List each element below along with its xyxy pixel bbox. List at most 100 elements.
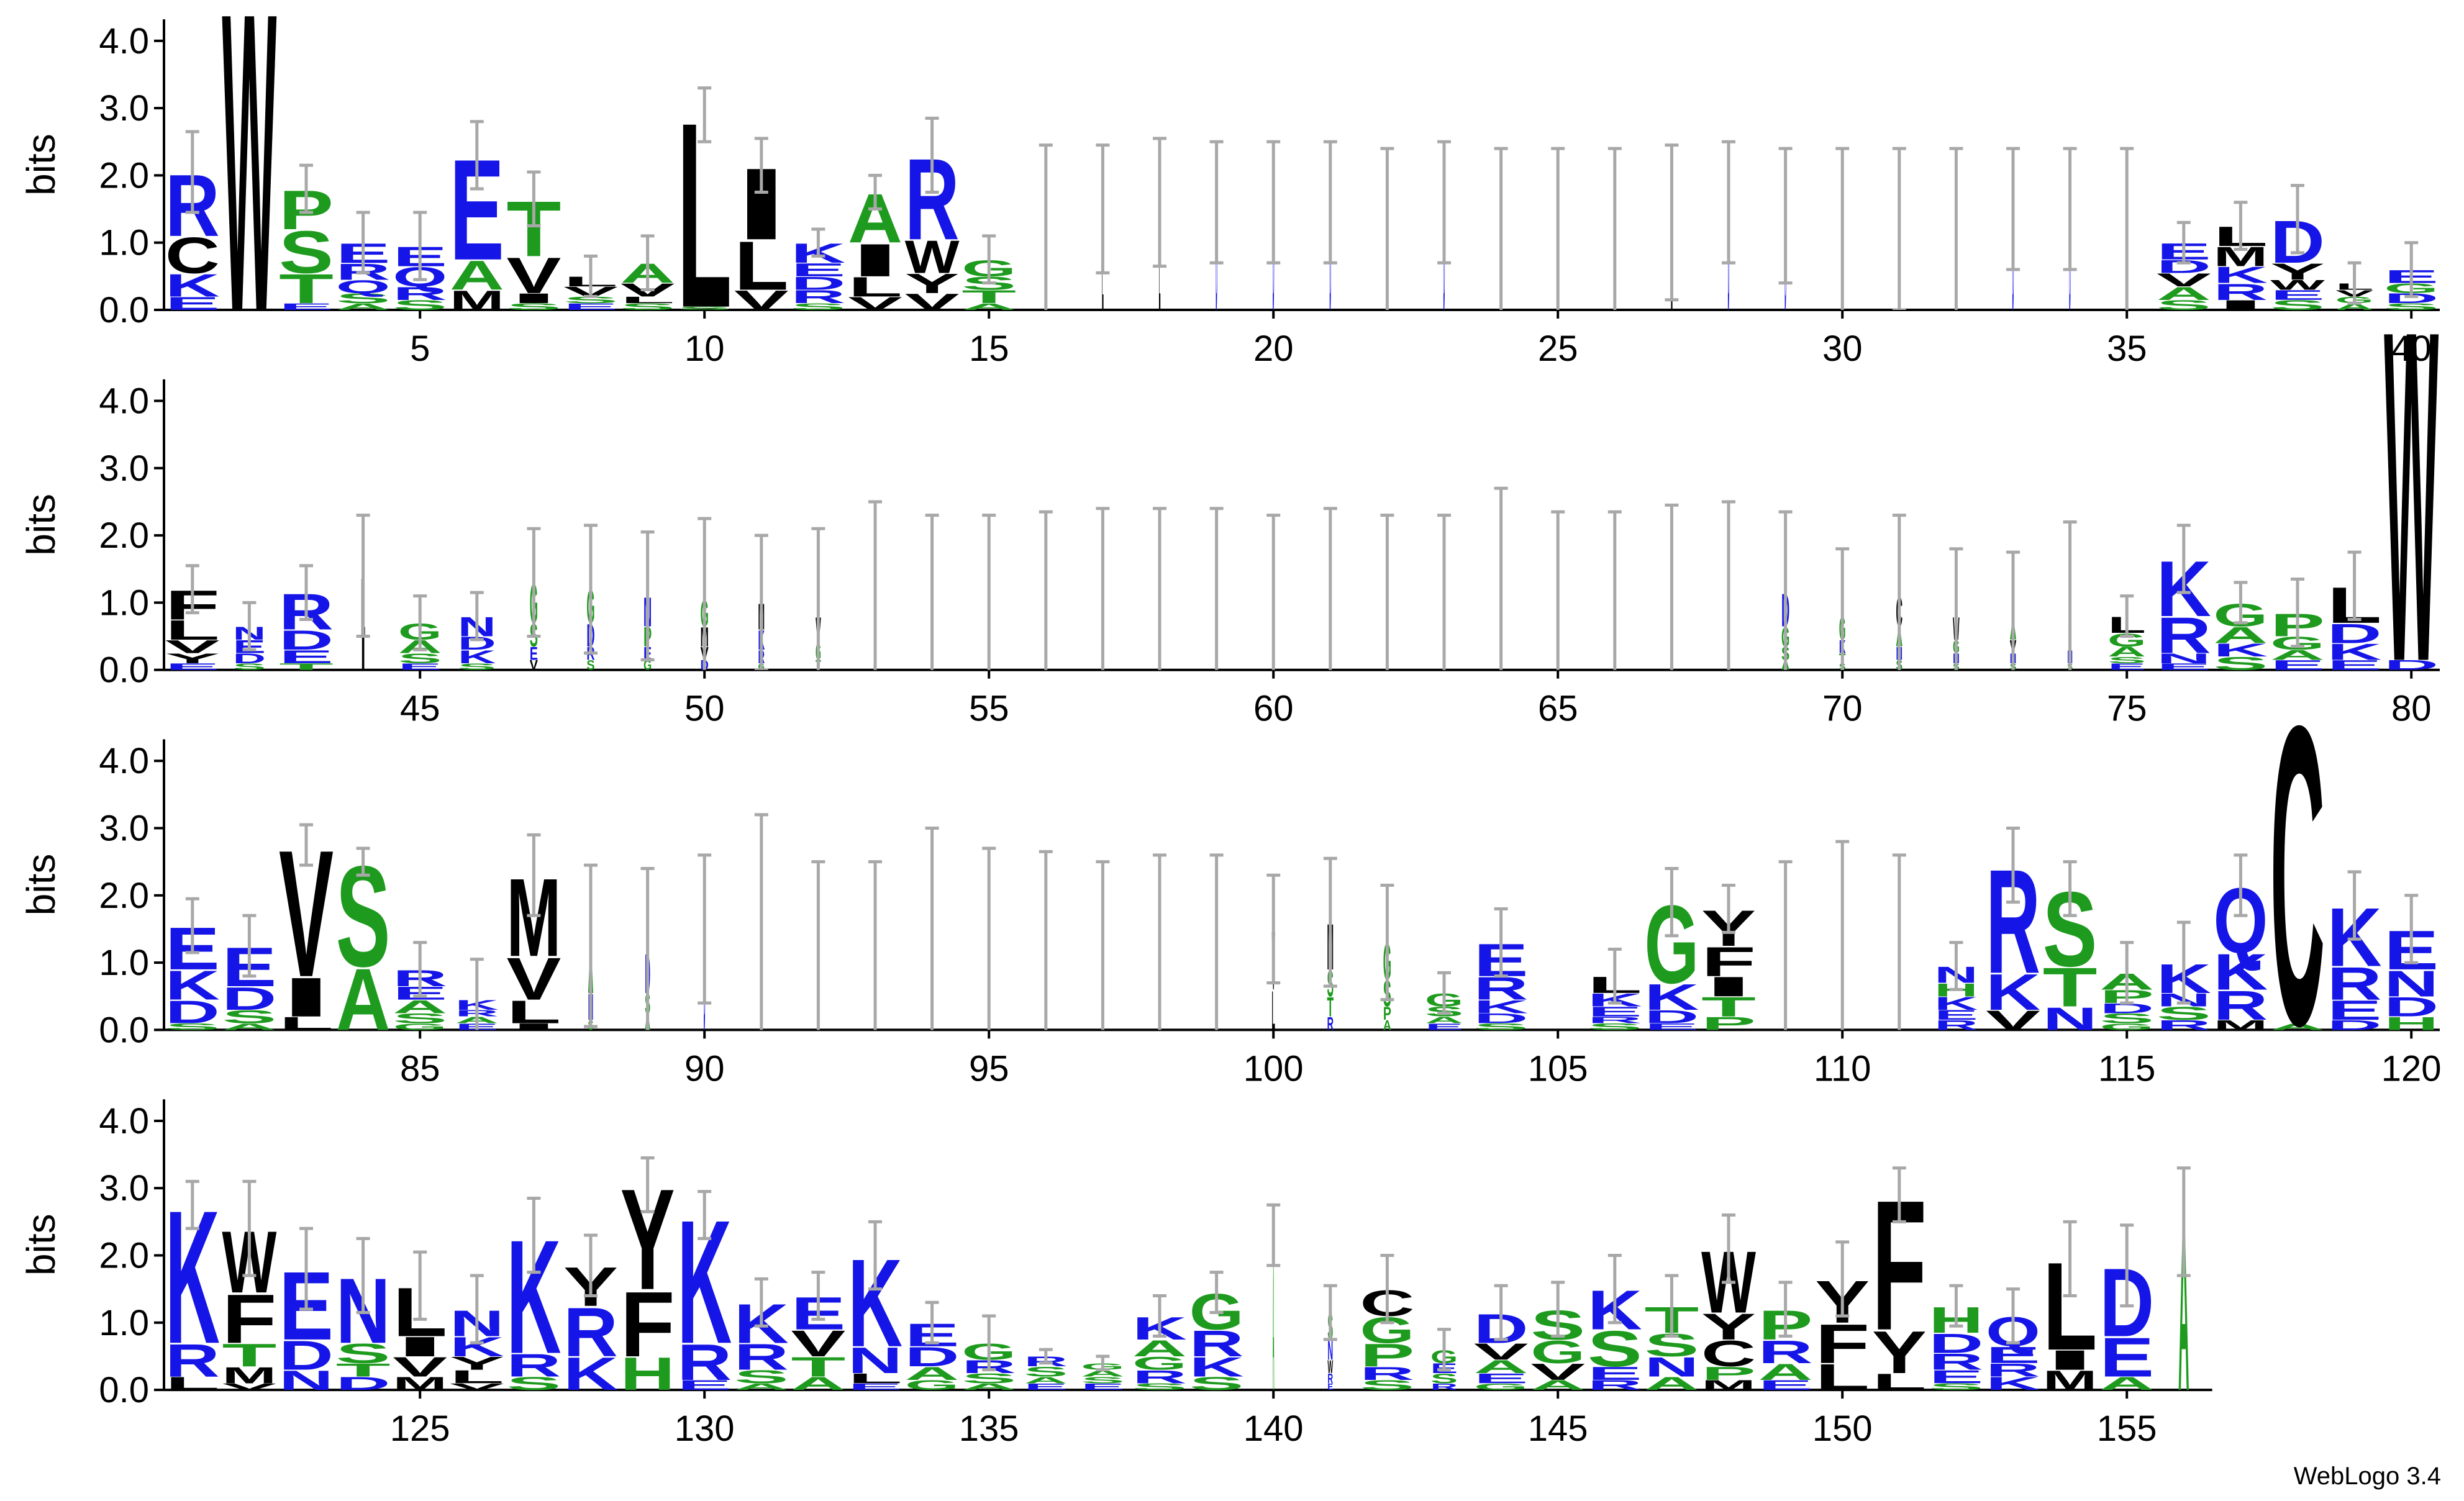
error-bar: [1949, 941, 1963, 991]
error-bar: [1323, 140, 1337, 265]
error-bar: [1835, 147, 1850, 310]
x-tick-label: 60: [1253, 689, 1294, 729]
letter: K: [1474, 996, 1529, 1017]
letter: E: [1425, 1022, 1463, 1032]
letter: T: [279, 661, 334, 672]
letter: E: [165, 661, 220, 672]
error-bar: [470, 1274, 484, 1345]
letter: L: [450, 1366, 504, 1387]
error-bar: [2176, 920, 2191, 1005]
letter: W: [2270, 277, 2325, 292]
letter: A: [962, 1382, 1016, 1392]
x-tick-label: 115: [2098, 1048, 2155, 1089]
letter: E: [563, 302, 618, 312]
letter: P: [1383, 1003, 1391, 1024]
letter: S: [677, 306, 732, 311]
letter: M: [2043, 1365, 2098, 1396]
letter: K: [2213, 944, 2268, 1001]
letter: E: [165, 293, 220, 314]
letter: R: [1758, 1335, 1813, 1371]
y-tick-label: 4.0: [99, 21, 149, 61]
error-bar: [2234, 853, 2248, 917]
letter: N: [279, 1365, 334, 1396]
letter: A: [1474, 1356, 1529, 1377]
error-bar: [1209, 853, 1224, 1030]
letter: S: [2384, 302, 2439, 312]
letter: E: [2270, 657, 2325, 673]
letter: V: [1474, 1339, 1529, 1364]
error-bar: [1153, 1294, 1166, 1338]
error-bar: [527, 170, 541, 228]
error-bar: [185, 130, 199, 214]
error-bar: [584, 1233, 598, 1297]
logo-panel: 0.0 1.0 2.0 3.0 4.0 85 90 95 100 105 110 115 120 bits…: [19, 637, 2442, 1113]
letter: M: [1701, 1377, 1756, 1393]
letter: S: [336, 291, 391, 306]
error-bar: [1039, 510, 1053, 670]
error-bar: [185, 1179, 199, 1230]
letter: E: [1929, 1366, 1983, 1387]
error-bar: [2120, 941, 2134, 1005]
error-bar: [1551, 147, 1565, 310]
letter: T: [222, 1338, 276, 1374]
error-bar: [527, 833, 541, 917]
letter: E: [1588, 1363, 1642, 1384]
letter: A: [791, 1373, 845, 1394]
error-bar: [698, 517, 712, 670]
letter: S: [506, 302, 561, 312]
x-tick-label: 105: [1528, 1048, 1588, 1089]
letter: P: [1701, 1363, 1756, 1384]
letter: S: [1430, 1371, 1458, 1386]
y-tick-label: 4.0: [99, 741, 149, 781]
letter: E: [1081, 1382, 1124, 1392]
letter: N: [848, 1340, 902, 1381]
letter: V: [2157, 270, 2211, 290]
x-tick-label: 35: [2107, 329, 2147, 369]
letter: D: [2384, 657, 2439, 673]
letter: R: [791, 286, 845, 307]
letter: E: [2157, 661, 2211, 672]
error-bar: [1039, 850, 1053, 1030]
letter: S: [1474, 1022, 1529, 1032]
letter: I: [2043, 1345, 2098, 1376]
x-tick-label: 40: [2391, 329, 2432, 369]
letter: V: [393, 1351, 448, 1382]
letter: Q: [336, 276, 391, 297]
letter: A: [734, 1382, 789, 1392]
error-bar: [356, 514, 370, 638]
error-bar: [754, 1277, 768, 1328]
letter: M: [222, 1363, 276, 1388]
letter: A: [1273, 1222, 1275, 1430]
error-bar: [2006, 550, 2020, 670]
letter: R: [677, 1334, 732, 1391]
letter: E: [677, 1377, 732, 1393]
x-tick-label: 55: [969, 689, 1009, 729]
error-bar: [356, 1236, 370, 1315]
letter: K: [2327, 639, 2382, 664]
error-bar: [413, 211, 427, 281]
letter: L: [621, 295, 675, 306]
error-bar: [754, 813, 768, 1030]
letter: D: [905, 1341, 960, 1372]
letter: D: [1929, 1328, 1983, 1359]
error-bar: [1607, 1254, 1622, 1325]
letter: W: [2384, 232, 2439, 760]
letter: S: [458, 661, 496, 672]
error-bar: [2291, 577, 2304, 648]
letter: L: [1815, 1356, 1870, 1398]
letter: T: [336, 1360, 391, 1381]
error-bar: [811, 527, 825, 670]
letter: S: [233, 662, 266, 673]
error-bar: [470, 958, 484, 1030]
error-bar: [470, 120, 484, 191]
letter: I: [506, 291, 561, 306]
x-tick-label: 140: [1243, 1408, 1304, 1449]
letter: V: [791, 1323, 845, 1364]
error-bar: [698, 86, 712, 143]
error-bar: [2006, 827, 2020, 904]
letter: R: [165, 1335, 220, 1387]
error-bar: [2120, 594, 2134, 638]
error-bar: [640, 530, 655, 661]
error-bar: [754, 137, 768, 194]
